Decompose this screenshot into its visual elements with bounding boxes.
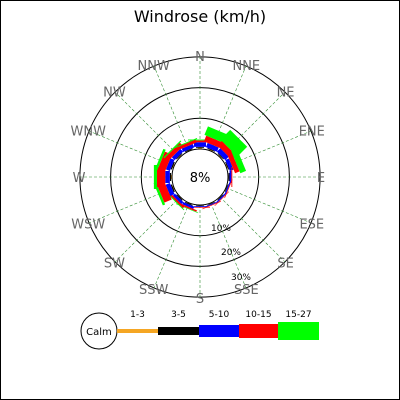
legend-swatch-5 — [278, 322, 319, 340]
legend-label-4: 10-15 — [245, 310, 271, 320]
direction-label-ne: NE — [277, 85, 295, 100]
speed-legend: Calm 1-3 3-5 5-10 10-15 15-27 — [80, 310, 319, 350]
legend-swatch-1 — [117, 329, 158, 333]
petal-nw-bin-3 — [171, 148, 184, 161]
petal-nw-bin-5 — [163, 140, 182, 159]
legend-swatch-4 — [239, 324, 278, 338]
spoke-nnw — [153, 65, 190, 152]
direction-label-w: W — [73, 171, 86, 186]
petal-w-bin-2 — [169, 173, 172, 181]
spoke-se — [219, 196, 286, 263]
direction-label-wsw: WSW — [71, 217, 105, 232]
petal-se-bin-2 — [217, 194, 224, 201]
legend-calm-label: Calm — [86, 327, 112, 338]
polar-grid — [79, 56, 321, 298]
petal-e-bin-2 — [228, 173, 230, 181]
calm-percentage: 8% — [190, 171, 211, 186]
petal-wsw-bin-3 — [165, 182, 175, 196]
legend-swatch-3 — [199, 325, 239, 337]
petal-ene-bin-5 — [231, 148, 247, 174]
petal-ssw-bin-2 — [185, 201, 193, 206]
petal-sw-bin-3 — [172, 193, 184, 205]
spoke-nw — [114, 91, 181, 158]
petal-s-bin-4 — [190, 207, 210, 208]
spoke-sw — [114, 196, 181, 263]
legend-label-2: 3-5 — [171, 310, 186, 320]
petal-s-bin-3 — [194, 206, 206, 208]
petal-ssw-bin-3 — [182, 201, 195, 209]
ring-label-2: 20% — [221, 248, 241, 258]
petal-w-bin-3 — [165, 171, 170, 183]
legend-label-5: 15-27 — [285, 310, 311, 320]
wind-petals — [153, 126, 248, 214]
petal-ese-bin-3 — [224, 182, 231, 195]
direction-label-n: N — [195, 50, 205, 65]
petal-nne-bin-2 — [207, 147, 216, 152]
direction-label-nne: NNE — [232, 59, 260, 74]
petal-n-bin-3 — [194, 142, 206, 147]
petal-s-bin-2 — [196, 205, 204, 207]
direction-label-e: E — [317, 171, 325, 186]
direction-label-sw: SW — [104, 257, 125, 272]
petal-ene-bin-4 — [227, 152, 240, 174]
petal-nnw-bin-4 — [176, 139, 197, 151]
petal-e-bin-3 — [229, 171, 232, 183]
direction-label-se: SE — [277, 257, 293, 272]
legend-label-3: 5-10 — [209, 310, 230, 320]
chart-title: Windrose (km/h) — [134, 7, 266, 26]
petal-sse-bin-3 — [205, 201, 218, 208]
petal-nnw-bin-3 — [181, 144, 195, 153]
petal-nne-bin-3 — [205, 142, 219, 152]
ring-label-1: 10% — [211, 224, 231, 234]
legend-label-1: 1-3 — [130, 310, 145, 320]
calm-circle — [171, 148, 229, 206]
direction-label-wnw: WNW — [70, 125, 106, 140]
direction-label-ese: ESE — [299, 217, 324, 232]
spoke-ese — [225, 187, 312, 224]
petal-ne-bin-2 — [217, 153, 224, 160]
direction-label-sse: SSE — [234, 283, 259, 298]
petal-nw-bin-2 — [176, 153, 183, 160]
petal-e-bin-4 — [231, 167, 233, 187]
direction-label-nw: NW — [103, 85, 126, 100]
petal-n-bin-2 — [196, 146, 204, 148]
petal-ssw-bin-4 — [177, 202, 197, 212]
petal-wnw-bin-5 — [154, 148, 166, 172]
petal-wnw-bin-3 — [165, 158, 175, 172]
ring-labels: 10% 20% 30% — [211, 224, 251, 283]
petal-ne-bin-3 — [216, 148, 229, 161]
petal-se-bin-3 — [216, 193, 226, 203]
petal-ese-bin-2 — [224, 184, 229, 192]
direction-label-s: S — [196, 292, 204, 307]
petal-sw-bin-4 — [168, 192, 185, 209]
petal-sse-bin-2 — [207, 201, 215, 206]
legend-swatch-2 — [158, 327, 199, 335]
petal-ene-bin-2 — [225, 161, 230, 170]
petal-wnw-bin-2 — [170, 161, 175, 170]
petal-sw-bin-5 — [166, 192, 185, 211]
direction-labels: N NNE NE ENE E ESE SE SSE S SSW SW WSW W WNW NW NNW — [70, 50, 325, 307]
petal-nnw-bin-5 — [174, 138, 198, 149]
petal-ese-bin-4 — [224, 179, 233, 199]
petal-wsw-bin-2 — [170, 184, 175, 193]
direction-label-ene: ENE — [299, 125, 325, 140]
petal-nnw-bin-2 — [185, 148, 193, 153]
petal-sw-bin-2 — [176, 194, 183, 201]
spoke-sse — [210, 202, 247, 289]
direction-label-ssw: SSW — [139, 283, 169, 298]
ring-label-3: 30% — [231, 273, 251, 283]
direction-label-nnw: NNW — [138, 59, 170, 74]
spoke-ssw — [153, 202, 190, 289]
petal-ne-bin-5 — [220, 129, 248, 157]
